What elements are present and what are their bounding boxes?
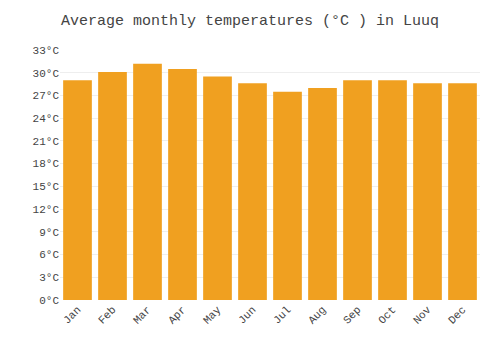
svg-text:15°C: 15°C	[33, 181, 60, 193]
svg-text:6°C: 6°C	[39, 249, 59, 261]
svg-text:9°C: 9°C	[39, 227, 59, 239]
svg-text:Nov: Nov	[411, 304, 434, 327]
svg-text:Sep: Sep	[341, 304, 363, 326]
svg-text:12°C: 12°C	[33, 204, 60, 216]
svg-text:Jan: Jan	[61, 304, 83, 326]
svg-text:0°C: 0°C	[39, 295, 59, 307]
svg-text:Apr: Apr	[166, 304, 188, 326]
svg-text:Mar: Mar	[131, 304, 153, 326]
svg-text:21°C: 21°C	[33, 136, 60, 148]
svg-text:27°C: 27°C	[33, 90, 60, 102]
svg-text:33°C: 33°C	[33, 45, 60, 57]
svg-text:Oct: Oct	[376, 304, 398, 326]
svg-text:Average monthly temperatures (: Average monthly temperatures (°C ) in Lu…	[61, 13, 439, 30]
svg-text:Dec: Dec	[446, 304, 468, 326]
svg-text:Feb: Feb	[96, 304, 118, 326]
svg-text:Jun: Jun	[236, 304, 258, 326]
svg-text:Aug: Aug	[306, 304, 328, 326]
svg-text:24°C: 24°C	[33, 113, 60, 125]
svg-text:Jul: Jul	[271, 304, 293, 326]
svg-text:May: May	[201, 304, 224, 327]
svg-text:18°C: 18°C	[33, 158, 60, 170]
svg-text:30°C: 30°C	[33, 68, 60, 80]
svg-text:3°C: 3°C	[39, 272, 59, 284]
